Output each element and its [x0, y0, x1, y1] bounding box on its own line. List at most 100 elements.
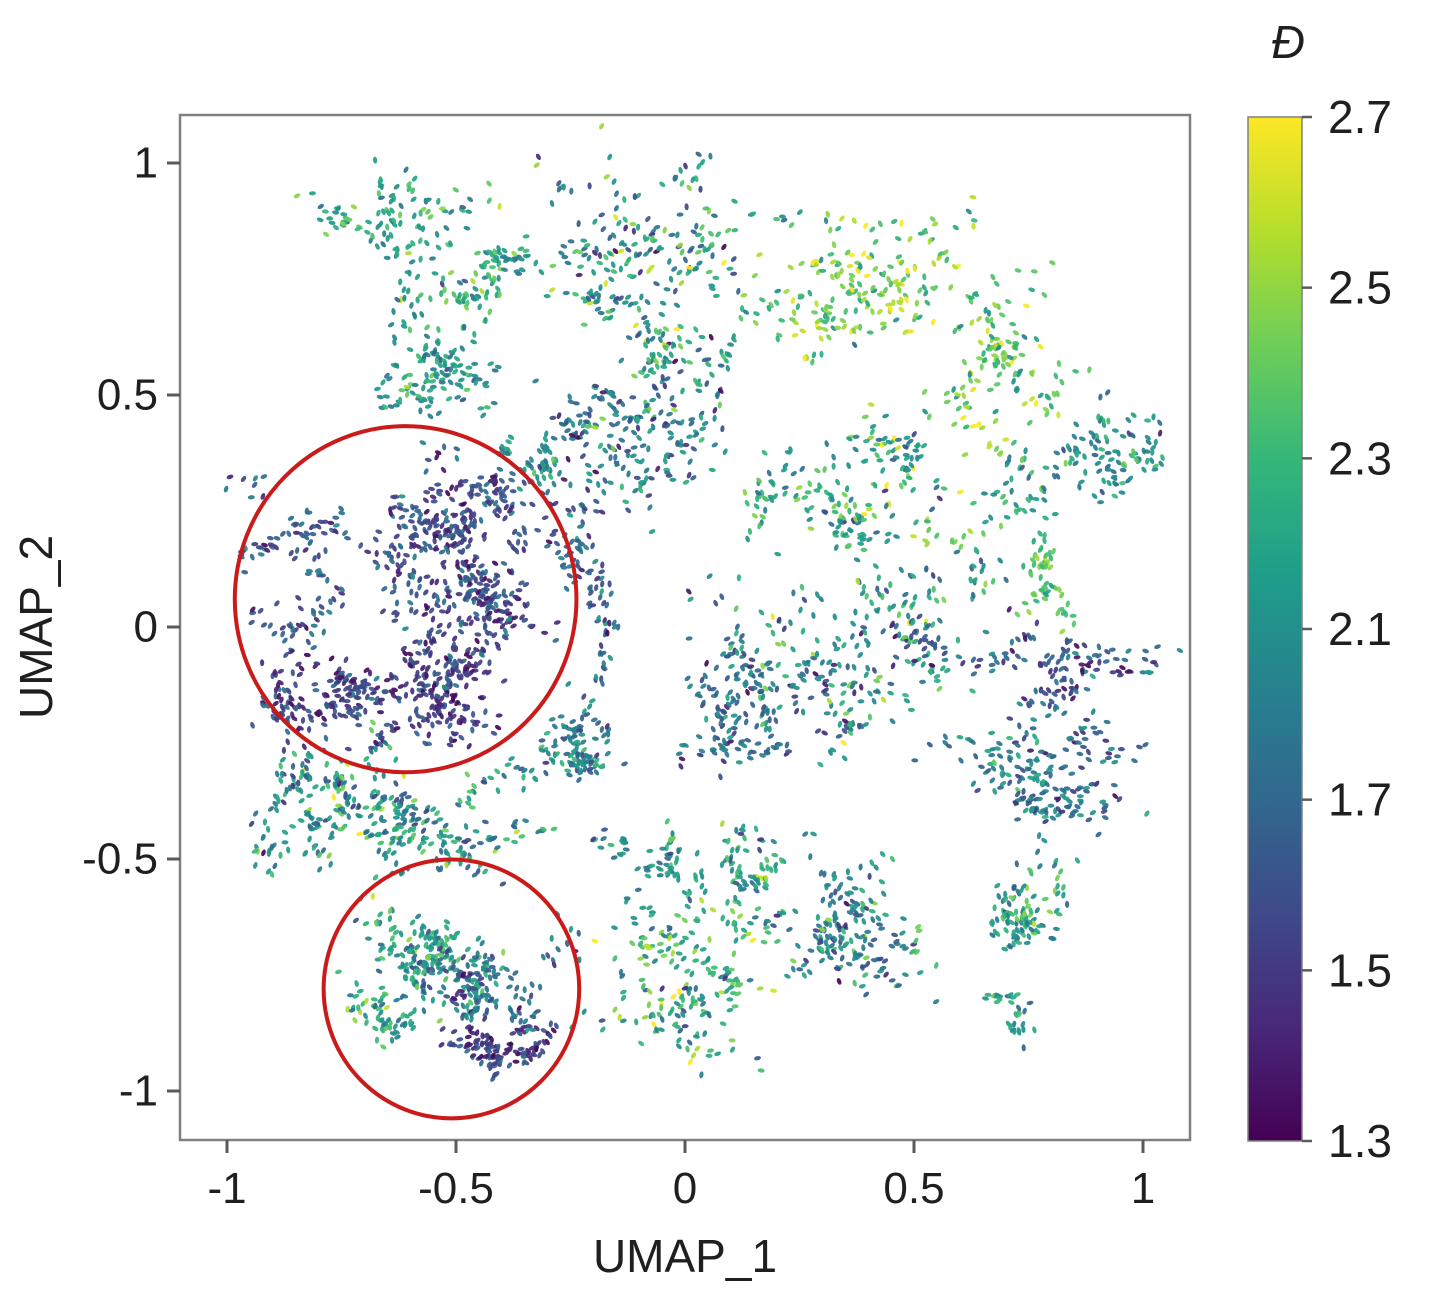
data-point — [1151, 413, 1156, 421]
data-point — [424, 404, 432, 409]
data-point — [1054, 874, 1060, 882]
data-point — [409, 811, 417, 817]
data-point — [1015, 636, 1021, 643]
data-point — [669, 958, 675, 965]
data-point — [902, 591, 909, 598]
data-point — [1017, 722, 1022, 730]
data-point — [1021, 401, 1028, 407]
data-point — [477, 406, 485, 411]
data-point — [459, 370, 467, 376]
data-point — [996, 893, 1002, 900]
data-point — [729, 1046, 736, 1053]
data-point — [943, 399, 951, 405]
data-point — [969, 688, 976, 694]
data-point — [438, 356, 443, 364]
data-point — [739, 644, 745, 652]
data-point — [424, 324, 430, 331]
data-point — [788, 446, 793, 454]
data-point — [997, 557, 1003, 564]
x-tick-label: 0.5 — [883, 1164, 944, 1213]
y-tick-label: -1 — [119, 1067, 158, 1116]
data-point — [1041, 485, 1047, 492]
data-point — [916, 970, 924, 975]
data-point — [1005, 339, 1012, 345]
data-point — [1049, 260, 1056, 266]
data-point — [910, 534, 917, 539]
data-point — [591, 269, 596, 276]
data-point — [1011, 929, 1016, 937]
data-point — [826, 334, 832, 341]
data-point — [996, 371, 1003, 378]
data-point — [1048, 403, 1054, 410]
data-point — [483, 708, 488, 716]
data-point — [1144, 434, 1151, 441]
data-point — [585, 478, 593, 484]
data-point — [1145, 457, 1150, 465]
data-point — [618, 357, 625, 364]
data-point — [981, 350, 986, 357]
data-point — [406, 347, 414, 352]
data-point — [372, 156, 378, 164]
data-point — [674, 913, 681, 918]
data-point — [885, 439, 893, 445]
data-point — [1111, 493, 1119, 499]
data-point — [990, 273, 996, 281]
data-point — [763, 506, 768, 514]
data-point — [472, 330, 477, 338]
data-point — [506, 984, 513, 990]
data-point — [695, 232, 702, 238]
data-point — [392, 334, 398, 341]
data-point — [687, 683, 693, 690]
data-point — [957, 323, 964, 330]
data-point — [780, 467, 788, 473]
data-point — [412, 524, 418, 532]
colorbar-tick-label: 2.5 — [1328, 262, 1392, 314]
data-point — [761, 495, 769, 502]
data-point — [1012, 343, 1019, 350]
data-point — [675, 439, 680, 447]
data-point — [523, 539, 528, 547]
data-point — [994, 916, 1000, 924]
data-point — [1144, 418, 1152, 423]
data-point — [900, 276, 907, 283]
data-point — [1026, 474, 1031, 481]
data-point — [410, 503, 415, 511]
data-point — [857, 323, 863, 331]
data-point — [441, 984, 447, 991]
data-point — [768, 496, 775, 504]
data-point — [443, 976, 449, 983]
data-point — [998, 450, 1003, 458]
data-point — [1033, 336, 1040, 343]
data-point — [707, 1048, 714, 1053]
data-point — [1023, 940, 1031, 946]
data-point — [643, 475, 649, 483]
data-point — [915, 442, 920, 449]
data-point — [839, 700, 845, 707]
y-tick-label: 0 — [134, 603, 158, 652]
data-point — [662, 326, 670, 332]
data-point — [828, 226, 833, 234]
data-point — [880, 628, 886, 635]
data-point — [961, 452, 969, 458]
data-point — [487, 775, 495, 781]
data-point — [882, 413, 889, 419]
data-point — [375, 968, 383, 974]
data-point — [568, 436, 576, 441]
data-point — [611, 178, 617, 185]
colorbar-tick-label: 1.3 — [1328, 1115, 1392, 1167]
data-point — [326, 852, 332, 859]
data-point — [458, 734, 465, 741]
data-point — [610, 269, 618, 274]
data-point — [631, 301, 639, 306]
data-point — [289, 824, 297, 829]
data-point — [651, 383, 658, 390]
data-point — [848, 252, 855, 258]
data-point — [929, 506, 936, 513]
data-point — [451, 601, 457, 609]
data-point — [1096, 468, 1103, 474]
data-point — [1111, 759, 1119, 765]
data-point — [592, 250, 598, 256]
data-point — [1009, 487, 1014, 495]
data-point — [518, 834, 526, 839]
data-point — [625, 247, 632, 253]
